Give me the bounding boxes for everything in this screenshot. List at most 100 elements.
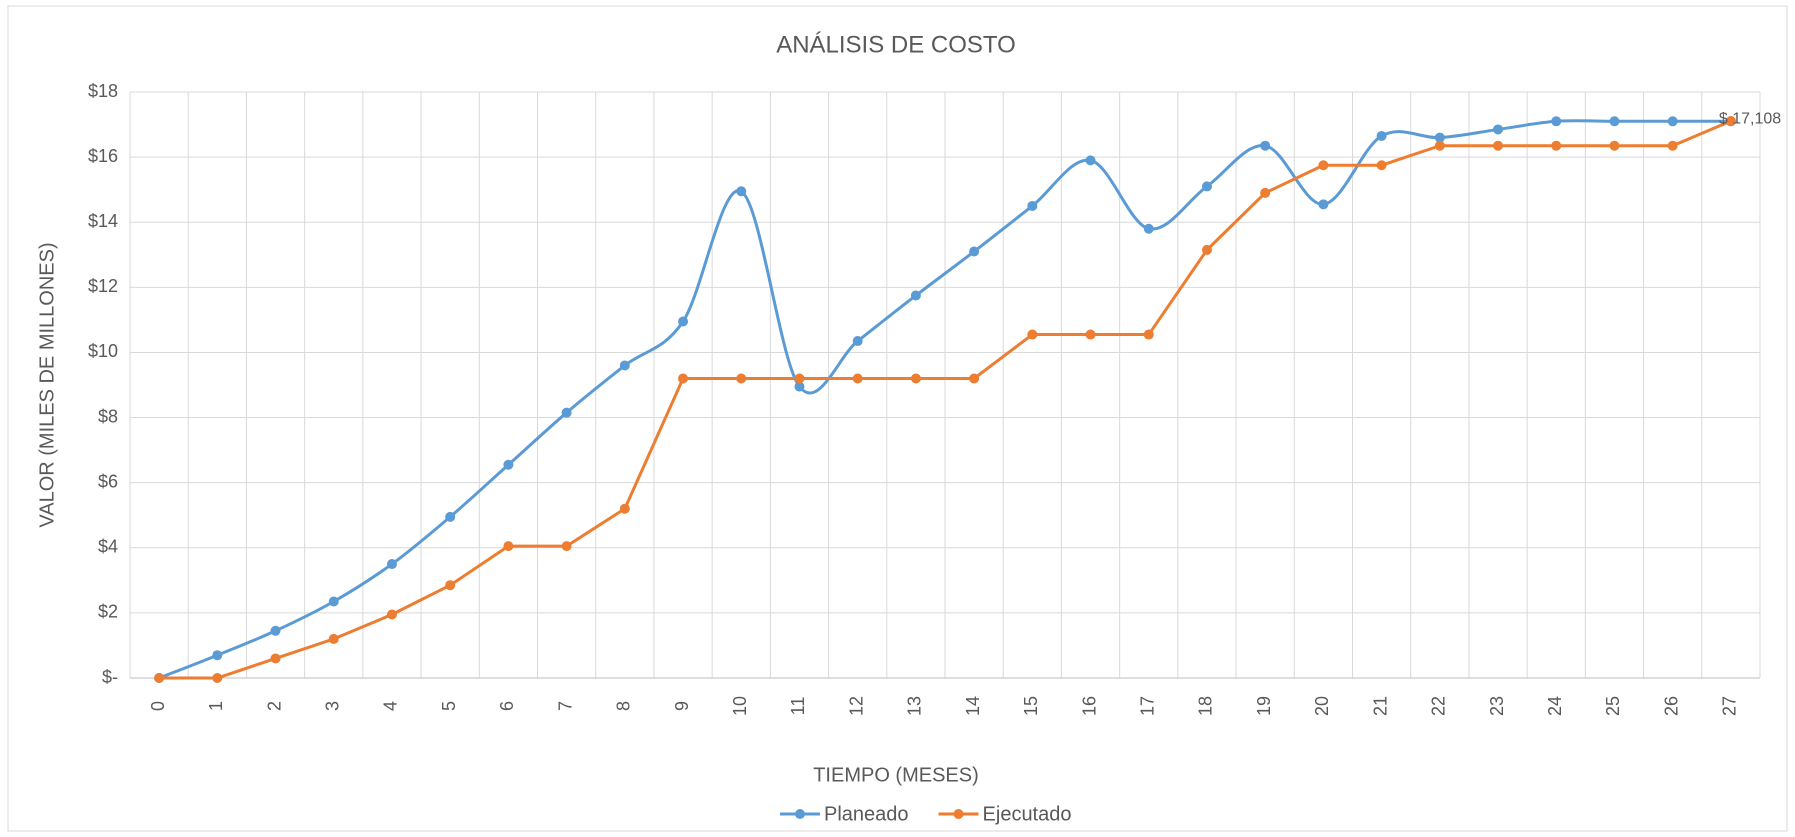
y-tick-label: $4 xyxy=(98,537,118,557)
x-tick-label: 18 xyxy=(1196,696,1216,716)
y-tick-label: $10 xyxy=(88,341,118,361)
x-tick-label: 8 xyxy=(614,701,634,711)
legend-marker xyxy=(795,809,805,819)
point-marker xyxy=(1260,187,1271,198)
point-marker xyxy=(1085,155,1096,166)
point-marker xyxy=(969,246,980,257)
point-marker xyxy=(1667,116,1678,127)
point-marker xyxy=(1434,132,1445,143)
x-tick-label: 17 xyxy=(1138,696,1158,716)
point-marker xyxy=(852,373,863,384)
point-marker xyxy=(736,186,747,197)
point-marker xyxy=(1201,244,1212,255)
point-marker xyxy=(154,673,165,683)
point-marker xyxy=(736,373,747,384)
x-tick-label: 7 xyxy=(555,701,575,711)
legend-label: Planeado xyxy=(824,803,909,825)
point-marker xyxy=(212,650,223,661)
x-tick-label: 10 xyxy=(730,696,750,716)
y-tick-label: $16 xyxy=(88,146,118,166)
point-marker xyxy=(328,596,339,607)
x-tick-label: 19 xyxy=(1254,696,1274,716)
y-tick-label: $- xyxy=(102,667,118,687)
point-marker xyxy=(1260,140,1271,151)
point-marker xyxy=(561,541,572,552)
x-tick-label: 0 xyxy=(148,701,168,711)
point-marker xyxy=(794,381,805,392)
point-marker xyxy=(794,373,805,384)
y-axis-title: VALOR (MILES DE MILLONES) xyxy=(36,242,58,527)
series-line xyxy=(159,119,1732,680)
x-tick-label: 23 xyxy=(1487,696,1507,716)
point-marker xyxy=(1609,116,1620,127)
point-marker xyxy=(328,633,339,644)
point-marker xyxy=(1201,181,1212,192)
x-tick-label: 1 xyxy=(206,701,226,711)
point-marker xyxy=(1609,140,1620,151)
legend-label: Ejecutado xyxy=(983,803,1072,825)
x-tick-label: 13 xyxy=(905,696,925,716)
point-marker xyxy=(386,609,397,620)
point-marker xyxy=(1376,130,1387,141)
point-marker xyxy=(1434,140,1445,151)
point-marker xyxy=(1085,329,1096,340)
point-marker xyxy=(445,580,456,591)
x-tick-label: 16 xyxy=(1079,696,1099,716)
legend-marker xyxy=(953,809,964,819)
x-tick-label: 22 xyxy=(1429,696,1449,716)
point-marker xyxy=(1551,116,1562,127)
x-tick-label: 21 xyxy=(1370,696,1390,716)
x-tick-label: 2 xyxy=(264,701,284,711)
point-marker xyxy=(503,541,514,552)
point-marker xyxy=(1667,140,1678,151)
x-tick-label: 14 xyxy=(963,696,983,716)
data-label: $ 17,108 xyxy=(1719,110,1781,127)
point-marker xyxy=(1376,160,1387,171)
point-marker xyxy=(561,407,572,418)
x-tick-label: 25 xyxy=(1603,696,1623,716)
point-marker xyxy=(270,625,281,636)
point-marker xyxy=(386,559,397,570)
y-tick-label: $8 xyxy=(98,406,118,426)
point-marker xyxy=(678,316,689,327)
point-marker xyxy=(1143,223,1154,234)
x-tick-label: 5 xyxy=(439,701,459,711)
x-tick-label: 6 xyxy=(497,701,517,711)
x-tick-label: 24 xyxy=(1545,696,1565,716)
y-tick-label: $12 xyxy=(88,276,118,296)
point-marker xyxy=(1318,199,1329,210)
point-marker xyxy=(969,373,980,384)
point-marker xyxy=(678,373,689,384)
point-marker xyxy=(910,290,921,301)
point-marker xyxy=(1027,329,1038,340)
x-tick-label: 9 xyxy=(672,701,692,711)
point-marker xyxy=(619,503,630,514)
point-marker xyxy=(1493,140,1504,151)
point-marker xyxy=(212,673,223,683)
y-tick-label: $6 xyxy=(98,471,118,491)
y-tick-label: $14 xyxy=(88,211,118,231)
x-tick-label: 27 xyxy=(1720,696,1740,716)
x-tick-label: 15 xyxy=(1021,696,1041,716)
x-tick-label: 11 xyxy=(788,697,808,716)
x-tick-label: 26 xyxy=(1661,696,1681,716)
x-tick-label: 12 xyxy=(846,696,866,716)
point-marker xyxy=(270,653,281,664)
x-tick-label: 4 xyxy=(381,701,401,711)
point-marker xyxy=(1493,124,1504,135)
point-marker xyxy=(1725,116,1736,127)
point-marker xyxy=(619,360,630,371)
x-axis-title: TIEMPO (MESES) xyxy=(813,764,979,786)
point-marker xyxy=(1143,329,1154,340)
point-marker xyxy=(852,336,863,347)
x-tick-label: 20 xyxy=(1312,696,1332,716)
point-marker xyxy=(503,459,514,470)
point-marker xyxy=(1027,200,1038,211)
point-marker xyxy=(1318,160,1329,171)
y-tick-label: $18 xyxy=(88,81,118,101)
y-tick-label: $2 xyxy=(98,602,118,622)
point-marker xyxy=(445,511,456,522)
point-marker xyxy=(910,373,921,384)
point-marker xyxy=(1551,140,1562,151)
